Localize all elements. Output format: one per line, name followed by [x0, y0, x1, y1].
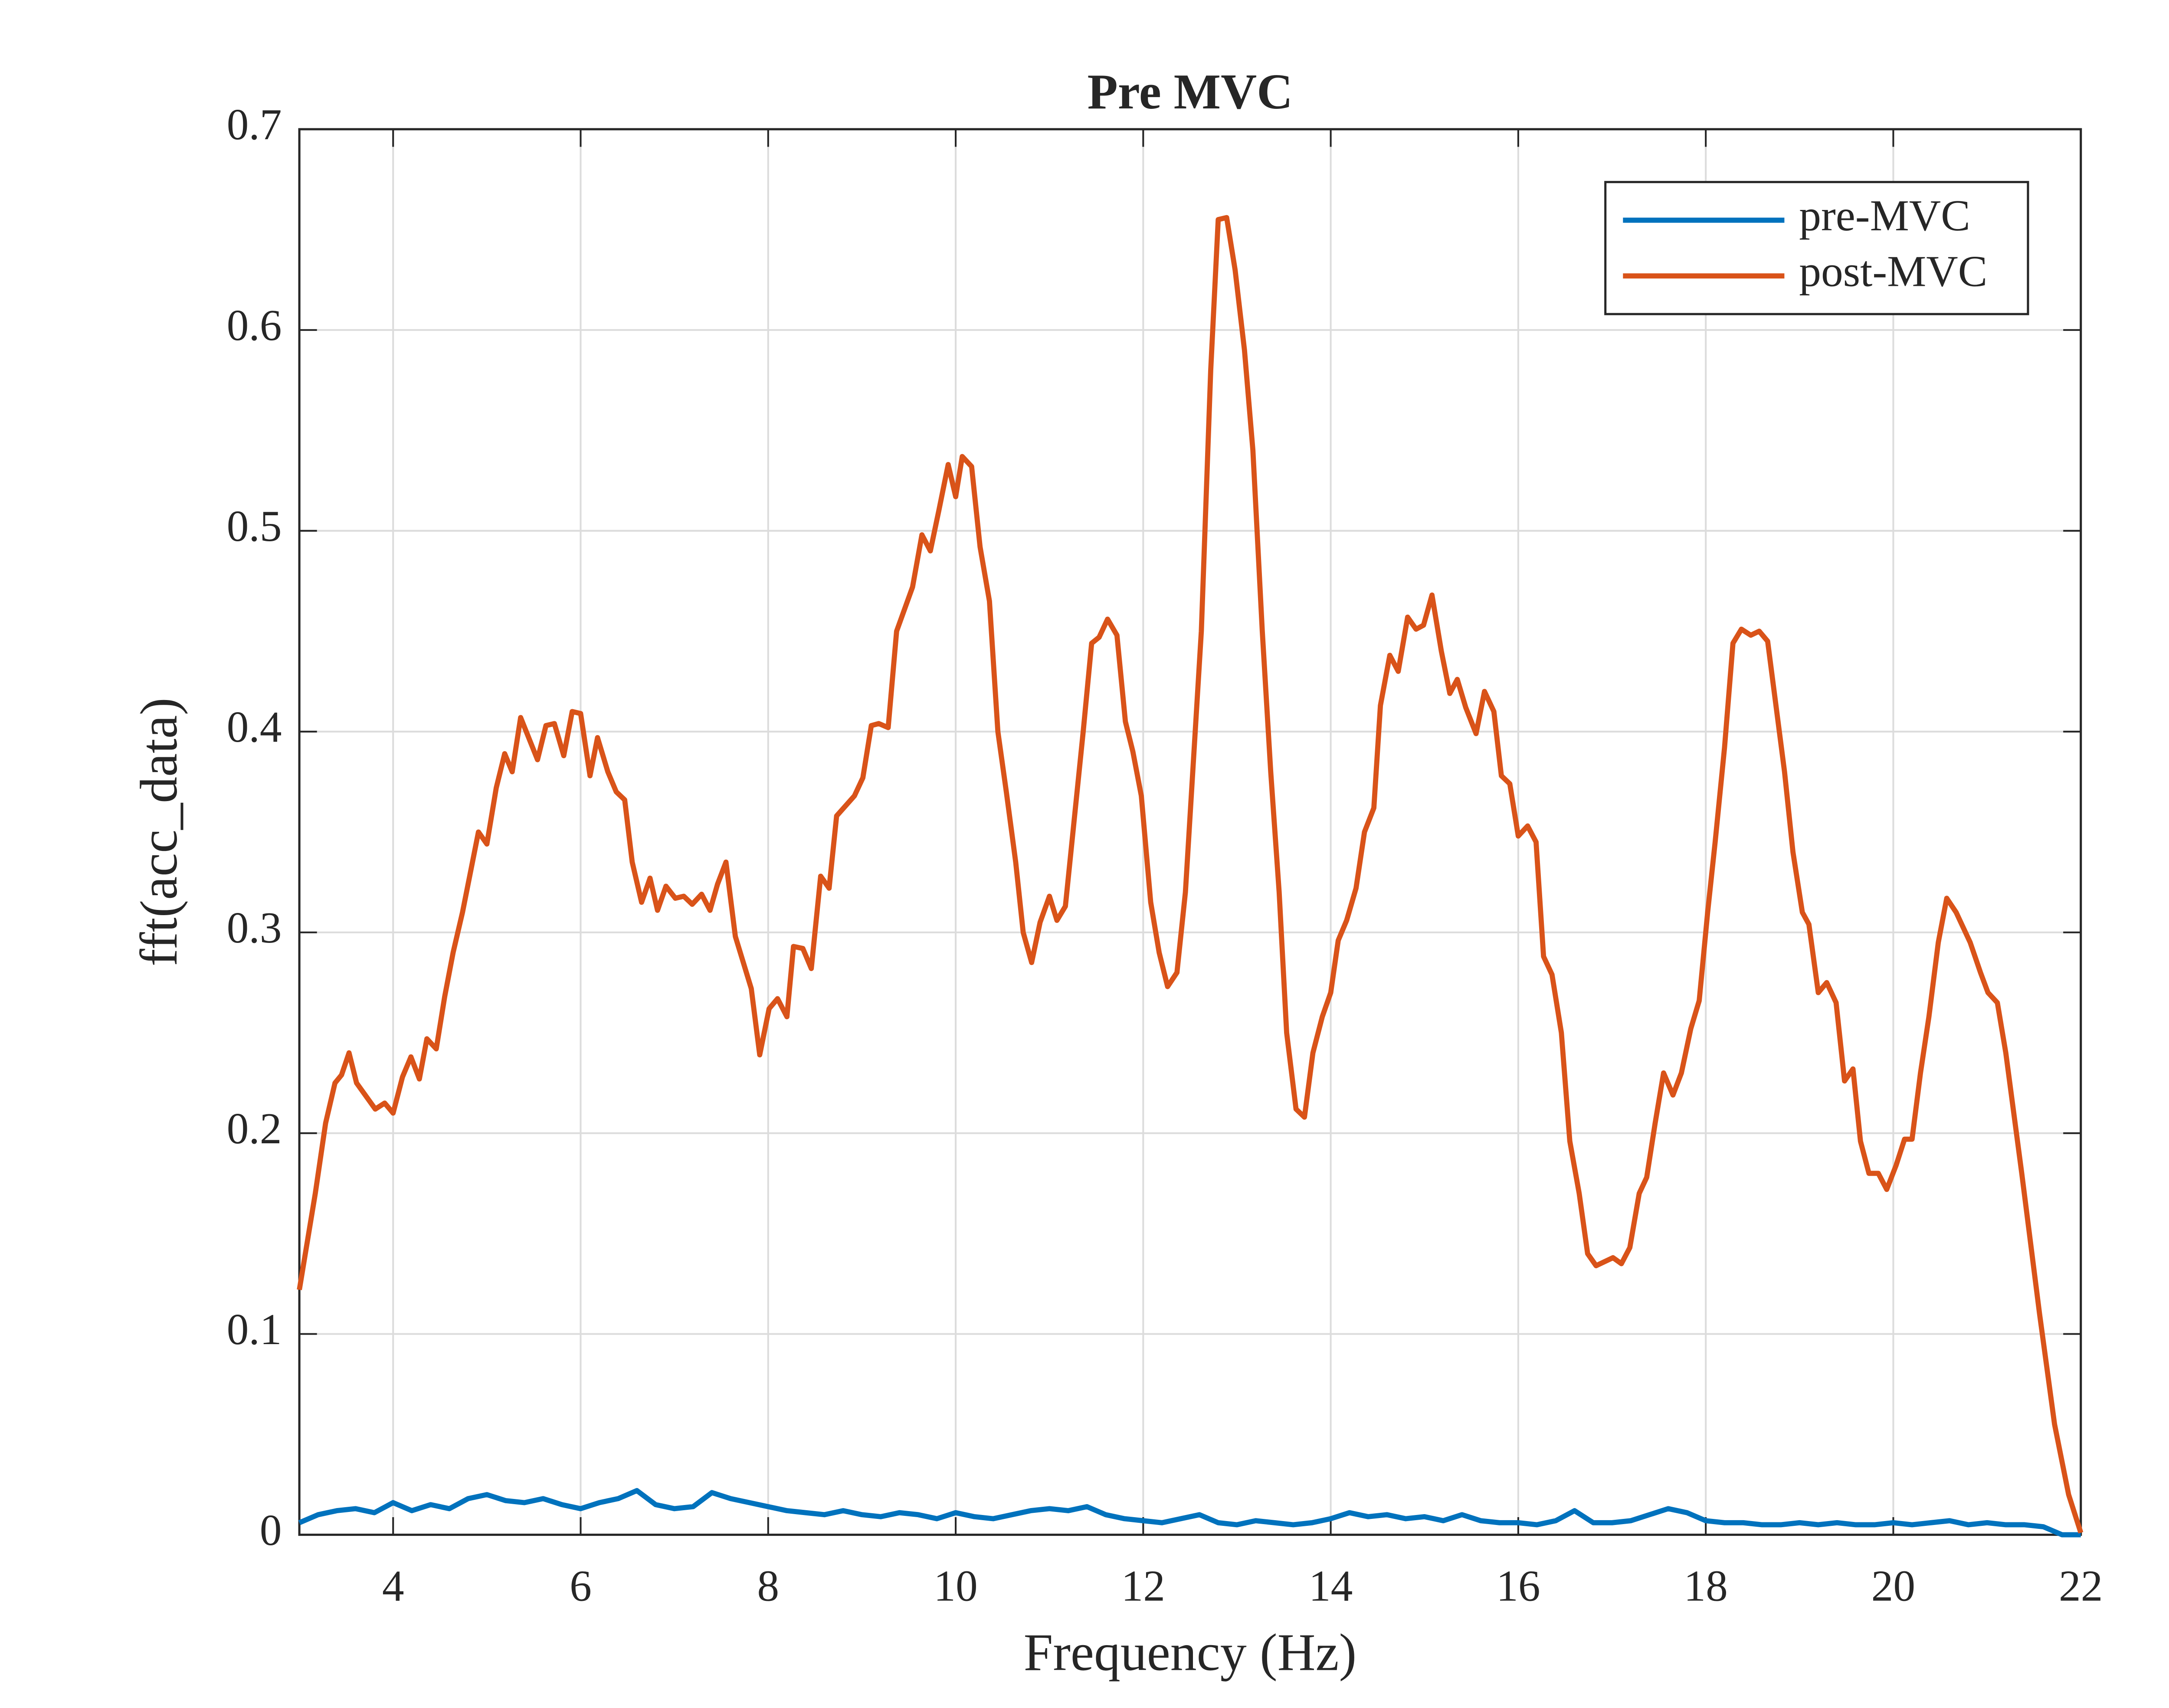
data-line: [298, 1488, 2081, 1538]
y-tick-label: 0.2: [227, 1104, 282, 1153]
legend-label: post-MVC: [1799, 247, 1987, 295]
y-tick-label: 0.6: [227, 301, 282, 350]
y-tick-label: 0.1: [227, 1305, 282, 1354]
y-axis-label: fft(acc_data): [130, 697, 188, 966]
x-tick-label: 10: [934, 1561, 977, 1610]
legend-label: pre-MVC: [1799, 191, 1970, 240]
y-tick-label: 0.3: [227, 903, 282, 952]
x-tick-label: 4: [382, 1561, 404, 1610]
x-axis-label: Frequency (Hz): [1024, 1623, 1356, 1682]
x-tick-label: 6: [570, 1561, 592, 1610]
x-tick-label: 20: [1871, 1561, 1915, 1610]
x-tick-label: 22: [2059, 1561, 2103, 1610]
y-tick-label: 0.4: [227, 703, 282, 751]
x-tick-label: 18: [1684, 1561, 1727, 1610]
plot-frame: [298, 128, 2082, 1536]
data-line: [297, 215, 2084, 1534]
legend-box: [1604, 181, 2029, 315]
y-tick-label: 0: [260, 1506, 282, 1554]
y-tick-label: 0.7: [227, 100, 282, 149]
chart-title: Pre MVC: [1088, 64, 1293, 119]
x-tick-label: 16: [1496, 1561, 1540, 1610]
y-tick-label: 0.5: [227, 502, 282, 550]
x-tick-label: 14: [1309, 1561, 1353, 1610]
x-tick-label: 8: [757, 1561, 779, 1610]
x-tick-label: 12: [1121, 1561, 1165, 1610]
